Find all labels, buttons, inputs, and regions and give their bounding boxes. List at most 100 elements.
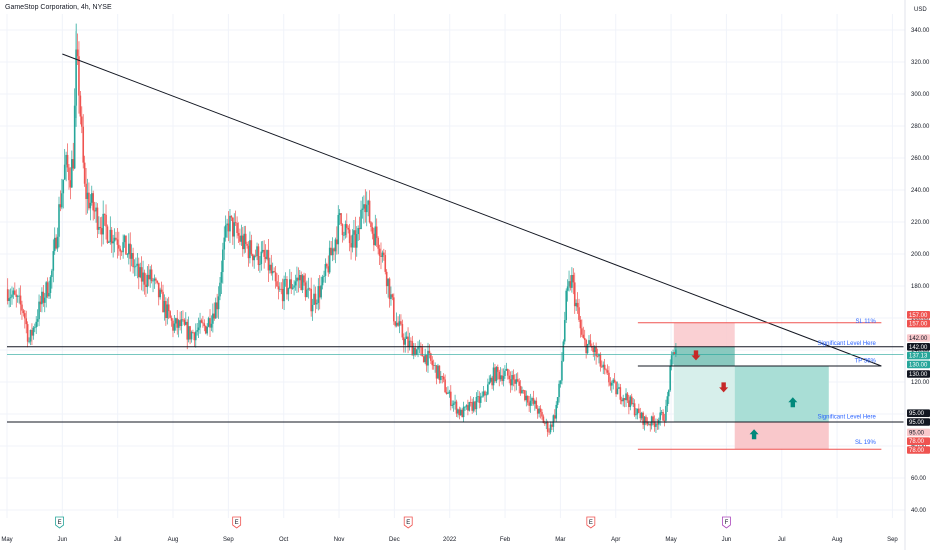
candle-body xyxy=(293,285,295,288)
candle-body xyxy=(589,340,592,347)
candle-body xyxy=(93,210,96,212)
candle-body xyxy=(152,280,154,282)
candle-body xyxy=(271,271,274,274)
candle-body xyxy=(518,381,520,386)
candle-body xyxy=(318,286,321,298)
candle-body xyxy=(575,302,577,307)
candle-body xyxy=(251,254,254,261)
candle-body xyxy=(224,225,227,238)
candle-body xyxy=(239,235,241,242)
candle-body xyxy=(106,226,109,243)
candle-body xyxy=(353,230,355,235)
candle-body xyxy=(192,331,194,333)
candle-body xyxy=(613,379,616,382)
candle-body xyxy=(26,324,29,342)
candle-body xyxy=(568,281,570,287)
candle-body xyxy=(599,354,602,367)
candle-body xyxy=(333,248,335,252)
candle-body xyxy=(465,405,468,407)
candle-body xyxy=(230,215,233,218)
candle-body xyxy=(393,297,395,322)
candle-body xyxy=(638,408,640,413)
candle-body xyxy=(52,251,55,271)
x-tick-label: Apr xyxy=(611,537,620,543)
candle-body xyxy=(307,288,310,290)
arrow-down-icon xyxy=(719,382,729,393)
candle-body xyxy=(675,349,677,355)
candle-body xyxy=(603,364,606,370)
candle-body xyxy=(528,402,530,406)
y-tick-label: 140.00 xyxy=(911,348,930,354)
candle-body xyxy=(254,255,257,257)
candle-body xyxy=(495,366,498,382)
candle-body xyxy=(294,281,297,286)
candle-body xyxy=(184,321,187,325)
candle-body xyxy=(434,365,436,367)
candle-body xyxy=(458,409,461,416)
candle-body xyxy=(619,387,622,400)
candle-body xyxy=(593,347,596,353)
candle-body xyxy=(194,331,197,341)
candle-body xyxy=(559,380,562,384)
candle-body xyxy=(422,356,425,363)
candle-body xyxy=(314,293,317,305)
candle-body xyxy=(474,401,476,410)
candle-body xyxy=(639,412,642,419)
candle-body xyxy=(281,288,284,302)
candle-body xyxy=(135,265,137,267)
candle-body xyxy=(69,180,72,188)
trendline xyxy=(62,53,882,367)
candle-body xyxy=(338,213,341,215)
candle-body xyxy=(112,241,114,244)
x-tick-label: Jun xyxy=(57,537,67,543)
candle-body xyxy=(673,352,676,355)
candle-body xyxy=(487,384,489,395)
x-tick-label: Jul xyxy=(114,537,122,543)
candle-body xyxy=(384,255,387,272)
candle-body xyxy=(88,192,90,209)
candle-body xyxy=(166,304,169,319)
candle-body xyxy=(280,288,283,290)
candle-body xyxy=(163,300,166,313)
candle-body xyxy=(521,390,523,394)
candle-body xyxy=(535,400,538,409)
candle-body xyxy=(199,320,201,328)
candle-body xyxy=(326,264,328,267)
candle-body xyxy=(14,290,16,295)
candle-body xyxy=(364,204,367,213)
candle-body xyxy=(411,341,414,356)
candle-body xyxy=(18,295,20,297)
y-tick-label: 160.00 xyxy=(911,316,930,322)
candle-body xyxy=(311,304,314,312)
candle-body xyxy=(427,350,429,366)
candle-body xyxy=(270,264,273,274)
candle-body xyxy=(162,291,164,313)
x-tick-label: Sep xyxy=(887,537,898,543)
candle-body xyxy=(308,288,311,290)
candle-body xyxy=(306,289,308,298)
price-tag-label: 130.00 xyxy=(909,362,928,368)
candle-body xyxy=(56,236,59,249)
candle-body xyxy=(96,207,99,230)
candle-body xyxy=(243,233,246,250)
candle-body xyxy=(300,274,303,291)
candle-body xyxy=(361,208,364,210)
candle-body xyxy=(83,162,86,184)
candle-body xyxy=(323,275,325,277)
candle-body xyxy=(227,223,230,232)
candle-body xyxy=(182,319,184,320)
candle-body xyxy=(494,367,496,382)
y-tick-label: 280.00 xyxy=(911,124,930,130)
candle-body xyxy=(8,298,10,302)
candle-body xyxy=(529,400,532,406)
candle-body xyxy=(596,356,599,357)
candle-body xyxy=(618,387,620,389)
candle-body xyxy=(670,355,673,367)
candle-body xyxy=(655,423,657,427)
candle-body xyxy=(213,313,216,319)
price-tags: 157.00 157.00 142.00 142.00 137.13 130.00 130.… xyxy=(907,311,930,454)
candle-body xyxy=(615,381,617,395)
drawn-lines xyxy=(7,53,904,450)
candle-body xyxy=(263,249,265,257)
